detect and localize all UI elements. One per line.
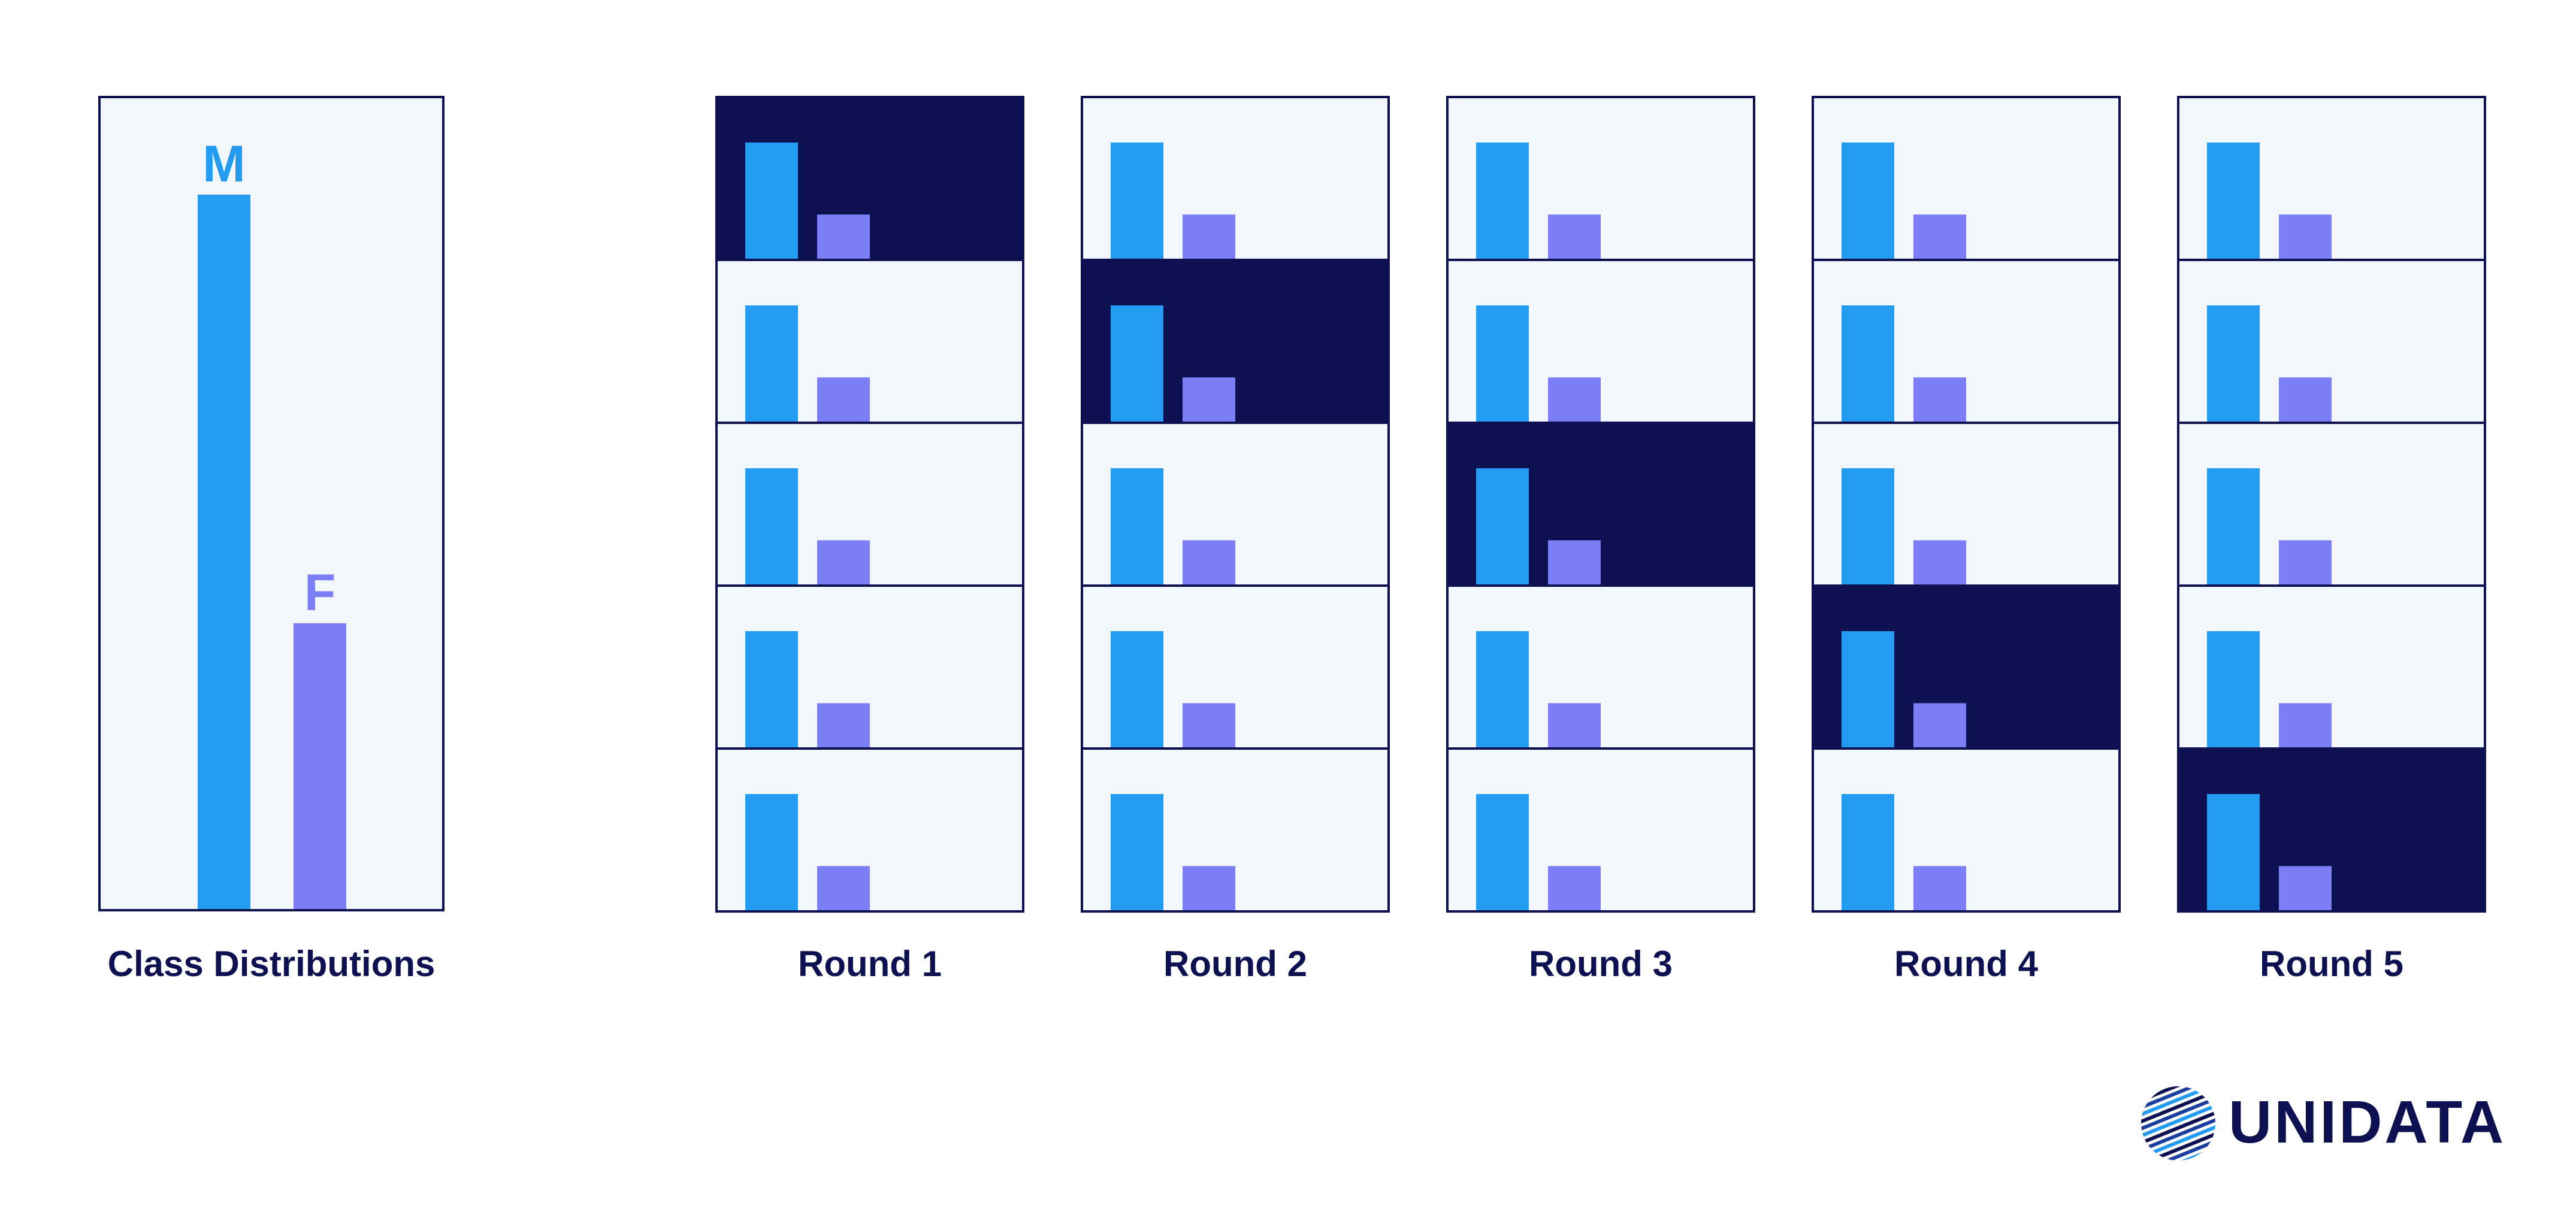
round-4 [1812, 96, 2121, 913]
fold-bar-f [1913, 540, 1966, 584]
logo-text: UNIDATA [2229, 1089, 2506, 1156]
fold-bar-m [1111, 794, 1163, 910]
fold-bar-f [1183, 377, 1235, 422]
fold-bar-f [2279, 866, 2332, 910]
fold-bar-f [1548, 866, 1601, 910]
class-distribution-frame [98, 96, 445, 911]
fold-bar-m [2207, 143, 2260, 259]
rounds-grid: Round 1 Round 2 Round 3 Round 4 Round 5 [715, 96, 2486, 984]
round-3 [1446, 96, 1755, 913]
fold-bar-m [745, 143, 798, 259]
globe-stripe [2141, 1115, 2223, 1152]
fold-bar-f [1913, 214, 1966, 259]
fold-bar-f [1913, 703, 1966, 747]
fold-bar-m [745, 794, 798, 910]
fold-bar-f [1183, 703, 1235, 747]
fold-bar-f [1548, 377, 1601, 422]
fold-bar-m [1842, 305, 1894, 422]
fold-bar-m [1842, 143, 1894, 259]
fold-bar-f [1913, 377, 1966, 422]
fold-bar-m [1111, 631, 1163, 747]
fold-bar-m [1111, 143, 1163, 259]
class-bar-f [294, 623, 346, 909]
fold-bar-f [2279, 703, 2332, 747]
round-label: Round 3 [1529, 944, 1673, 984]
globe-stripe [2131, 1091, 2214, 1127]
fold-bar-m [2207, 468, 2260, 584]
round-label: Round 5 [2260, 944, 2403, 984]
fold-bar-f [1183, 866, 1235, 910]
striped-globe-icon [2130, 1075, 2227, 1172]
fold-bar-m [745, 305, 798, 422]
fold-bar-f [1913, 866, 1966, 910]
globe-stripe [2136, 1103, 2218, 1140]
round-label: Round 1 [798, 944, 942, 984]
round-label: Round 4 [1894, 944, 2039, 984]
globe-stripe [2139, 1109, 2221, 1146]
fold-bar-m [1476, 143, 1529, 259]
round-2 [1081, 96, 1390, 913]
fold-bar-f [817, 377, 870, 422]
fold-bar-m [1842, 631, 1894, 747]
round-1 [715, 96, 1024, 913]
fold-bar-m [1476, 305, 1529, 422]
fold-bar-f [1548, 540, 1601, 584]
class-bar-m [198, 195, 250, 909]
fold-bar-m [1111, 305, 1163, 422]
fold-bar-f [2279, 214, 2332, 259]
fold-bar-f [817, 214, 870, 259]
fold-bar-m [2207, 305, 2260, 422]
fold-bar-f [1183, 214, 1235, 259]
fold-bar-m [1476, 468, 1529, 584]
fold-bar-m [2207, 794, 2260, 910]
fold-bar-m [1476, 631, 1529, 747]
globe-stripe [2146, 1128, 2227, 1164]
fold-bar-f [817, 866, 870, 910]
fold-bar-f [2279, 540, 2332, 584]
class-distribution-label: Class Distributions [108, 944, 436, 984]
fold-bar-m [745, 631, 798, 747]
class-letter-f: F [304, 564, 336, 622]
class-letter-m: M [202, 135, 246, 193]
globe-stripe [2130, 1084, 2211, 1121]
round-5 [2177, 96, 2486, 913]
unidata-logo: UNIDATA [2130, 1075, 2506, 1172]
fold-bar-m [1842, 794, 1894, 910]
fold-bar-m [1476, 794, 1529, 910]
fold-bar-f [817, 703, 870, 747]
fold-bar-f [1183, 540, 1235, 584]
fold-bar-f [2279, 377, 2332, 422]
globe-stripe [2143, 1122, 2226, 1158]
round-label: Round 2 [1163, 944, 1307, 984]
fold-bar-m [1111, 468, 1163, 584]
fold-bar-f [817, 540, 870, 584]
globe-stripes [2130, 1075, 2227, 1172]
fold-bar-f [1548, 703, 1601, 747]
class-distribution-panel: M F [98, 96, 445, 911]
fold-bar-m [745, 468, 798, 584]
fold-bar-m [1842, 468, 1894, 584]
globe-stripe [2134, 1097, 2216, 1133]
globe-stripe [2130, 1078, 2208, 1115]
fold-bar-m [2207, 631, 2260, 747]
fold-bar-f [1548, 214, 1601, 259]
